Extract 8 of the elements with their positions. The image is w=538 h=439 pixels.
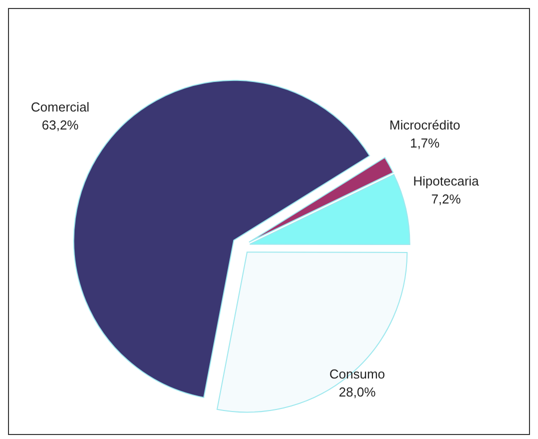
slice-label: Hipotecaria [413, 173, 480, 188]
data-label: 7,2% [431, 191, 462, 206]
data-label: 1,7% [410, 136, 440, 151]
slice-label: Microcrédito [389, 118, 460, 133]
data-label: 28,0% [338, 384, 376, 400]
slice-label: Comercial [30, 100, 90, 115]
data-label: 63,2% [42, 118, 80, 133]
slice-label: Consumo [329, 366, 386, 382]
